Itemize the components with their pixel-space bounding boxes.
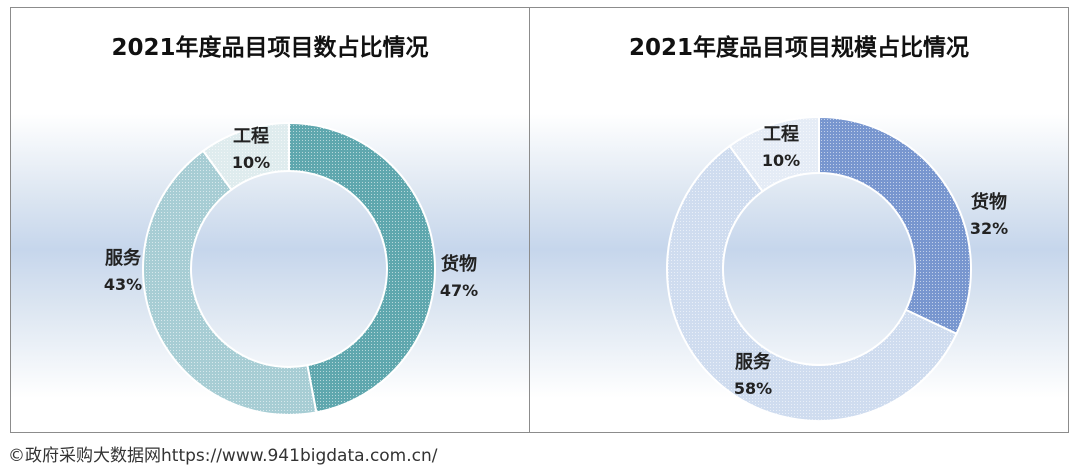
donut-chart-item-count: 货物 47% 服务 43% 工程 10%: [104, 121, 478, 416]
chart-panel-scale: 2021年度品目项目规模占比情况 货物 32% 服务 58% 工程 10%: [530, 8, 1068, 432]
chart-panel-item-count: 2021年度品目项目数占比情况 货物 47% 服务 43% 工程 10%: [11, 8, 530, 432]
slice-label-value: 47%: [440, 281, 478, 300]
donut-slice-2: [666, 144, 958, 422]
chart-figure: 2021年度品目项目数占比情况 货物 47% 服务 43% 工程 10% 2021年度品目…: [10, 7, 1069, 433]
footer-watermark: ©政府采购大数据网https://www.941bigdata.com.cn/: [8, 446, 438, 466]
donut-slice-2: [142, 149, 318, 416]
slice-label-name: 货物: [441, 253, 477, 275]
slice-label-name: 服务: [735, 351, 772, 373]
slice-label-value: 58%: [734, 379, 772, 398]
slice-label-name: 货物: [971, 191, 1007, 213]
donut-slice-3: [201, 121, 290, 192]
slice-label-value: 10%: [232, 153, 270, 172]
donut-chart-scale: 货物 32% 服务 58% 工程 10%: [666, 115, 1008, 422]
slice-label-name: 工程: [233, 126, 269, 147]
slice-label-value: 43%: [104, 275, 142, 294]
slice-label-name: 服务: [105, 247, 142, 269]
chart-title: 2021年度品目项目数占比情况: [111, 35, 429, 61]
donut-slice-1: [288, 121, 436, 414]
donut-slice-1: [818, 115, 972, 336]
chart-title: 2021年度品目项目规模占比情况: [628, 35, 969, 61]
slice-label-value: 32%: [970, 219, 1008, 238]
slice-label-value: 10%: [762, 151, 800, 170]
slice-label-name: 工程: [763, 124, 799, 145]
donut-slice-3: [728, 115, 820, 193]
